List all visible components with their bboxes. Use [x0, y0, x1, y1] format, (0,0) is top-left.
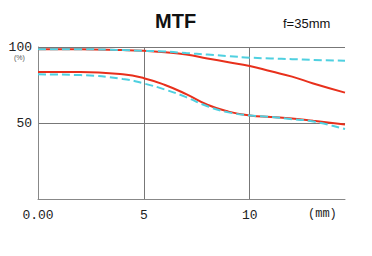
svg-text:f=35mm: f=35mm: [283, 16, 330, 31]
svg-text:100: 100: [9, 40, 32, 55]
svg-text:10: 10: [242, 208, 258, 223]
svg-text:(%): (%): [14, 54, 25, 62]
svg-text:MTF: MTF: [155, 10, 196, 32]
svg-text:0.00: 0.00: [22, 208, 53, 223]
svg-text:50: 50: [16, 116, 32, 131]
svg-text:5: 5: [140, 208, 148, 223]
svg-text:(mm): (mm): [308, 207, 337, 221]
